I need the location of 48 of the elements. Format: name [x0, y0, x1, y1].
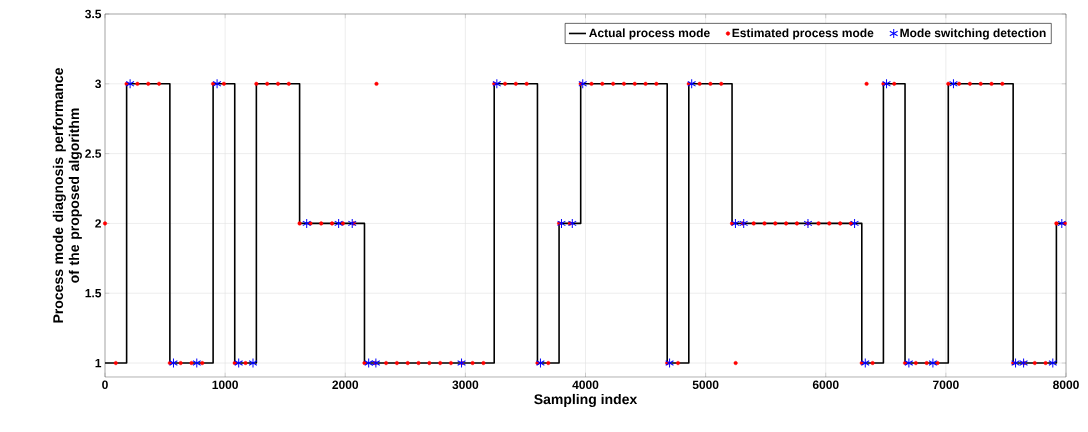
y-tick-label: 1.5 [85, 289, 102, 298]
point [1048, 358, 1058, 369]
point [928, 358, 938, 369]
point [334, 218, 344, 229]
point [212, 78, 222, 89]
y-tick-label: 2.5 [85, 149, 102, 158]
point [860, 358, 870, 369]
x-tick-label: 6000 [812, 380, 839, 390]
point [687, 78, 697, 89]
point [731, 218, 740, 229]
legend-label: Mode switching detection [900, 28, 1046, 40]
point [364, 358, 374, 369]
x-tick-label: 5000 [692, 380, 719, 390]
point [882, 78, 891, 89]
x-axis-title: Sampling index [534, 393, 638, 408]
point [1057, 218, 1067, 229]
point [248, 358, 258, 369]
y-tick-label: 2 [95, 219, 101, 228]
point [125, 78, 135, 89]
point [192, 358, 202, 369]
point [492, 78, 502, 89]
legend-label: Estimated process mode [732, 28, 874, 40]
point [949, 78, 958, 89]
point [234, 358, 244, 369]
legend-label: Actual process mode [589, 28, 710, 40]
x-tick-label: 3000 [452, 380, 479, 390]
x-tick-label: 1000 [212, 380, 238, 390]
y-tick-label: 1 [95, 358, 102, 368]
y-tick-label: 3 [95, 79, 102, 89]
point [567, 218, 577, 229]
point [169, 358, 178, 369]
point [850, 218, 859, 229]
point [347, 218, 357, 229]
point [1011, 358, 1020, 369]
x-tick-label: 4000 [572, 380, 599, 390]
point [904, 358, 914, 369]
point [739, 218, 749, 229]
point [557, 218, 566, 229]
x-tick-label: 0 [102, 380, 108, 390]
point [536, 358, 545, 369]
x-tick-label: 2000 [332, 380, 359, 390]
x-tick-label: 8000 [1053, 380, 1079, 390]
y-tick-label: 3.5 [85, 9, 102, 19]
point [578, 78, 588, 89]
y-axis-title: Process mode diagnosis performance of the proposed algorithm [52, 68, 82, 323]
x-tick-label: 7000 [933, 380, 959, 390]
point [665, 358, 674, 369]
point [302, 218, 312, 229]
